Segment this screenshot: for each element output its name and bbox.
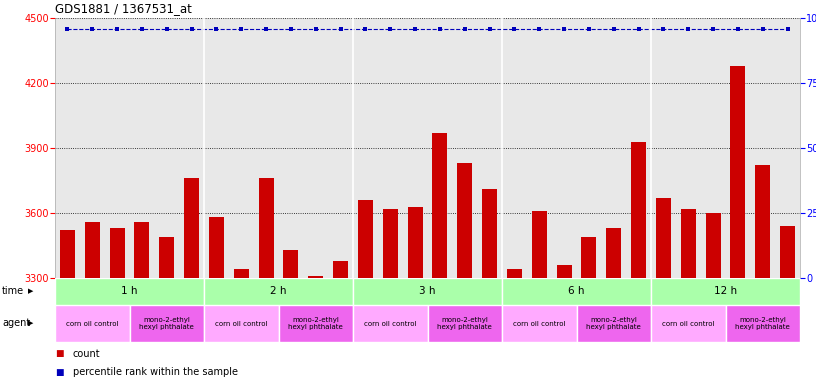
Bar: [557, 265, 571, 278]
Bar: [278, 305, 353, 342]
Text: 12 h: 12 h: [714, 286, 737, 296]
Bar: [209, 217, 224, 278]
Bar: [502, 305, 576, 342]
Bar: [283, 250, 299, 278]
Bar: [532, 211, 547, 278]
Bar: [651, 278, 800, 305]
Text: mono-2-ethyl
hexyl phthalate: mono-2-ethyl hexyl phthalate: [140, 317, 194, 330]
Bar: [130, 305, 204, 342]
Bar: [725, 305, 800, 342]
Bar: [55, 305, 130, 342]
Text: 3 h: 3 h: [419, 286, 436, 296]
Text: percentile rank within the sample: percentile rank within the sample: [73, 367, 238, 377]
Text: GDS1881 / 1367531_at: GDS1881 / 1367531_at: [55, 2, 192, 15]
Bar: [204, 278, 353, 305]
Text: agent: agent: [2, 318, 30, 328]
Text: 1 h: 1 h: [122, 286, 138, 296]
Bar: [681, 209, 696, 278]
Text: 6 h: 6 h: [568, 286, 585, 296]
Text: count: count: [73, 349, 100, 359]
Bar: [507, 269, 522, 278]
Text: time: time: [2, 286, 24, 296]
Text: corn oil control: corn oil control: [215, 321, 268, 326]
Text: ▶: ▶: [28, 288, 33, 295]
Bar: [780, 226, 795, 278]
Bar: [408, 207, 423, 278]
Bar: [582, 237, 596, 278]
Bar: [428, 305, 502, 342]
Bar: [358, 200, 373, 278]
Bar: [353, 305, 428, 342]
Bar: [576, 305, 651, 342]
Bar: [631, 141, 646, 278]
Bar: [234, 269, 249, 278]
Bar: [706, 213, 721, 278]
Text: 2 h: 2 h: [270, 286, 286, 296]
Bar: [432, 133, 447, 278]
Bar: [756, 166, 770, 278]
Text: ■: ■: [55, 349, 64, 358]
Bar: [85, 222, 100, 278]
Bar: [651, 305, 725, 342]
Text: mono-2-ethyl
hexyl phthalate: mono-2-ethyl hexyl phthalate: [288, 317, 343, 330]
Bar: [135, 222, 149, 278]
Text: corn oil control: corn oil control: [513, 321, 565, 326]
Bar: [502, 278, 651, 305]
Bar: [259, 178, 273, 278]
Text: mono-2-ethyl
hexyl phthalate: mono-2-ethyl hexyl phthalate: [587, 317, 641, 330]
Text: mono-2-ethyl
hexyl phthalate: mono-2-ethyl hexyl phthalate: [437, 317, 492, 330]
Bar: [383, 209, 397, 278]
Text: ■: ■: [55, 368, 64, 377]
Bar: [730, 66, 745, 278]
Bar: [333, 261, 348, 278]
Bar: [109, 228, 125, 278]
Text: ▶: ▶: [28, 321, 33, 326]
Text: corn oil control: corn oil control: [66, 321, 118, 326]
Text: corn oil control: corn oil control: [662, 321, 715, 326]
Bar: [55, 278, 204, 305]
Bar: [353, 278, 502, 305]
Bar: [204, 305, 278, 342]
Bar: [184, 178, 199, 278]
Bar: [308, 276, 323, 278]
Bar: [656, 198, 671, 278]
Text: mono-2-ethyl
hexyl phthalate: mono-2-ethyl hexyl phthalate: [735, 317, 790, 330]
Bar: [482, 189, 497, 278]
Bar: [60, 230, 75, 278]
Bar: [457, 163, 472, 278]
Bar: [159, 237, 174, 278]
Bar: [606, 228, 621, 278]
Text: corn oil control: corn oil control: [364, 321, 416, 326]
